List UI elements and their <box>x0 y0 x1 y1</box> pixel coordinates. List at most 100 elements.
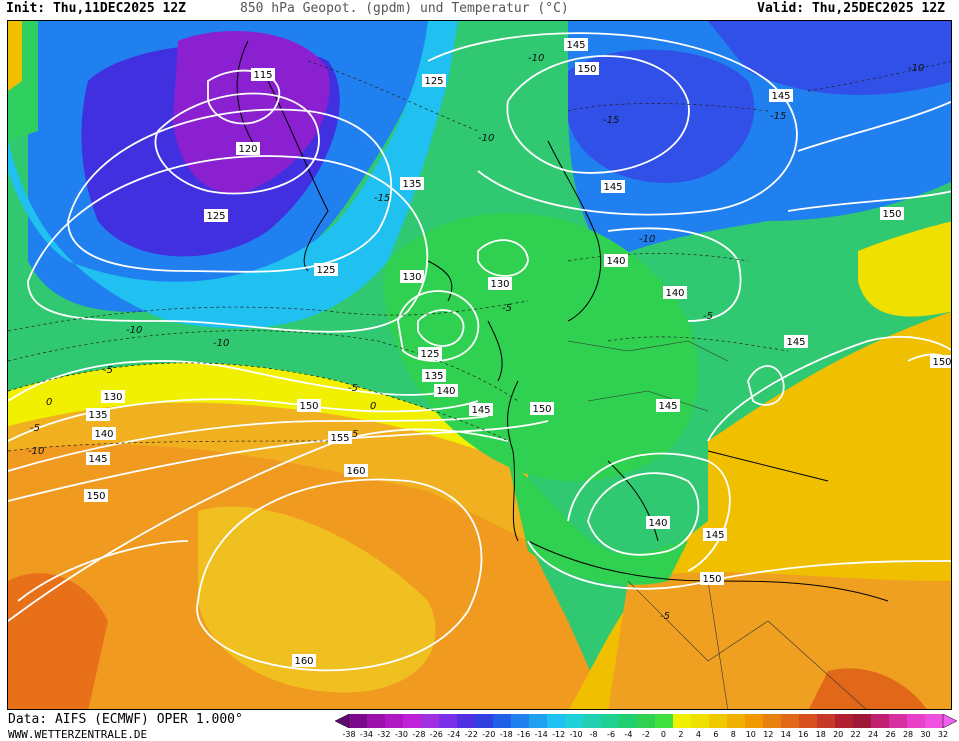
colorbar-arrow-left <box>335 714 350 728</box>
geopot-label: 150 <box>530 402 554 415</box>
contour-150-far-e <box>907 353 951 365</box>
colorbar-swatch <box>925 714 944 728</box>
colorbar-swatch <box>349 714 368 728</box>
border-line <box>627 580 867 709</box>
init-time: Init: Thu,11DEC2025 12Z <box>6 1 187 16</box>
contour-150-ne <box>506 55 690 174</box>
coldest-core <box>173 31 330 193</box>
colorbar-tick-label: 20 <box>833 730 844 739</box>
colorbar-tick-label: 10 <box>745 730 756 739</box>
geopot-label: 145 <box>86 452 110 465</box>
colorbar-tick-label: 2 <box>678 730 684 739</box>
geopot-label-text: 140 <box>648 518 667 529</box>
geopot-label-text: 140 <box>606 256 625 267</box>
geopot-label-text: 150 <box>577 64 596 75</box>
warm-core <box>198 506 436 693</box>
colorbar-swatch <box>457 714 476 728</box>
geopot-label-text: 155 <box>330 433 349 444</box>
colorbar-swatch <box>853 714 872 728</box>
geopot-label: 145 <box>564 38 588 51</box>
geopot-label-text: 150 <box>86 491 105 502</box>
geopot-label: 115 <box>251 68 275 81</box>
colorbar-tick-label: 30 <box>920 730 931 739</box>
colorbar-tick-label: -14 <box>534 730 548 739</box>
geopot-label: 150 <box>700 572 724 585</box>
colorbar-tick-label: 4 <box>695 730 701 739</box>
contour-155-sw <box>17 540 189 602</box>
contour-150-far-ne <box>787 190 951 212</box>
contour-155 <box>8 428 509 622</box>
contour-120 <box>154 92 320 195</box>
geopot-label-text: 145 <box>705 530 724 541</box>
isotherm-minus10-central <box>567 253 749 262</box>
contour-145 <box>8 415 489 472</box>
colorbar-swatch <box>583 714 602 728</box>
balkans-coast <box>707 450 829 482</box>
colorbar-swatch <box>385 714 404 728</box>
temp-label: -5 <box>348 383 358 394</box>
colorbar-swatch <box>655 714 674 728</box>
green-center <box>384 213 699 482</box>
temp-label: -10 <box>528 53 544 64</box>
colorbar-swatch <box>673 714 692 728</box>
colorbar-swatch <box>835 714 854 728</box>
geopot-label-text: 115 <box>253 70 272 81</box>
temp-label: -5 <box>502 303 512 314</box>
isotherm-minus15-ne <box>567 103 769 112</box>
green-italy <box>508 461 688 585</box>
geopot-label: 135 <box>86 408 110 421</box>
colorbar-swatch <box>529 714 548 728</box>
geopot-label: 145 <box>784 335 808 348</box>
colorbar-swatch <box>817 714 836 728</box>
geopot-label: 125 <box>418 347 442 360</box>
contour-140-central <box>607 227 742 322</box>
geopot-label: 130 <box>101 390 125 403</box>
geopot-label: 125 <box>314 263 338 276</box>
colorbar-tick-label: 12 <box>763 730 774 739</box>
geopot-label: 150 <box>297 399 321 412</box>
contour-160 <box>196 478 483 672</box>
isotherm-minus15-n <box>307 60 479 132</box>
geopot-label-text: 140 <box>665 288 684 299</box>
valid-time: Valid: Thu,25DEC2025 12Z <box>757 1 945 16</box>
colorbar-tick-label: 28 <box>902 730 914 739</box>
colorbar-tick-label: -16 <box>517 730 531 739</box>
temp-label: -15 <box>603 115 619 126</box>
colorbar-swatch <box>637 714 656 728</box>
colorbar-tick-label: 14 <box>780 730 791 739</box>
temp-label: -10 <box>28 446 44 457</box>
colorbar-tick-label: -4 <box>624 730 633 739</box>
isotherm-minus10-ne <box>807 61 951 92</box>
colorbar-tick-label: 24 <box>868 730 879 739</box>
geopot-label: 125 <box>204 209 228 222</box>
borders <box>567 340 867 709</box>
geopot-label: 140 <box>92 427 116 440</box>
hot-spot-se <box>809 668 927 709</box>
colorbar-tick-label: -18 <box>499 730 513 739</box>
map-title: 850 hPa Geopot. (gpdm) und Temperatur (°… <box>240 1 569 16</box>
geopot-label-text: 150 <box>932 357 951 368</box>
colorbar-tick-label: -24 <box>447 730 461 739</box>
geopotential-label-group: 115 120 125 125 135 125 130 130 125 135 … <box>84 38 951 667</box>
colorbar-swatch <box>907 714 926 728</box>
border-line <box>707 580 728 709</box>
colorbar <box>335 714 957 728</box>
geopot-label: 130 <box>488 277 512 290</box>
colorbar-tick-label: 16 <box>798 730 809 739</box>
colorbar-swatch <box>763 714 782 728</box>
map-area: 115 120 125 125 135 125 130 130 125 135 … <box>7 20 952 710</box>
colorbar-arrow-right <box>942 714 957 728</box>
colorbar-tick-label: -34 <box>359 730 374 739</box>
colorbar-swatch <box>421 714 440 728</box>
iceland-coast <box>427 260 453 302</box>
geopot-label: 135 <box>400 177 424 190</box>
geopot-label-text: 125 <box>420 349 439 360</box>
colorbar-swatch <box>781 714 800 728</box>
british-isles-coast <box>487 320 503 382</box>
colorbar-tick-label: -8 <box>589 730 598 739</box>
italy-coast <box>607 460 659 542</box>
geopot-label: 145 <box>769 89 793 102</box>
geopot-label-text: 125 <box>424 76 443 87</box>
colorbar-tick-label: -10 <box>569 730 583 739</box>
temp-label: -10 <box>639 234 655 245</box>
